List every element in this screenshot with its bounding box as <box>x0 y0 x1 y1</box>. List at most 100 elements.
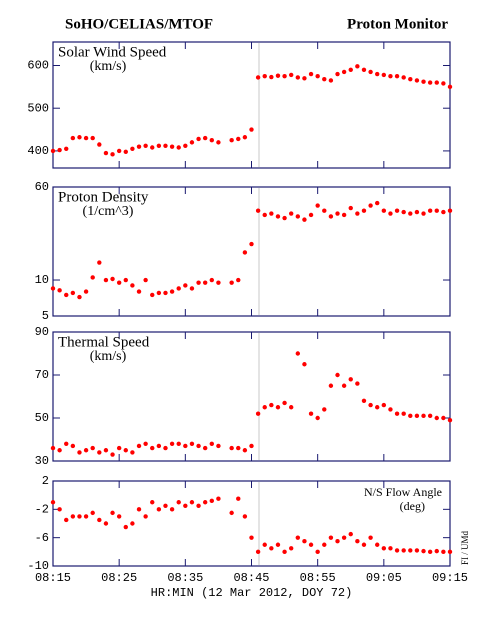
data-point <box>229 445 234 451</box>
data-point <box>269 211 274 216</box>
data-point <box>156 507 162 512</box>
data-point <box>302 362 307 367</box>
x-tick-label: 08:55 <box>300 571 336 585</box>
data-point <box>308 71 314 77</box>
data-point <box>328 535 334 540</box>
data-point <box>209 498 214 504</box>
data-point <box>196 280 201 285</box>
data-point <box>249 443 254 449</box>
data-point <box>302 217 307 222</box>
data-point <box>447 208 453 213</box>
panel-unit: (km/s) <box>90 59 127 74</box>
data-point <box>355 381 360 386</box>
data-point <box>249 535 254 540</box>
data-point <box>269 546 274 551</box>
y-tick-label: 30 <box>35 454 49 468</box>
data-point <box>64 517 69 523</box>
data-point <box>375 405 380 410</box>
y-tick-label: -6 <box>35 531 49 545</box>
data-point <box>229 138 234 143</box>
data-point <box>302 539 307 544</box>
data-point <box>50 500 56 505</box>
data-point <box>116 148 122 154</box>
data-point <box>123 448 128 453</box>
data-point <box>275 542 281 547</box>
header-right: Proton Monitor <box>347 16 448 32</box>
data-point <box>130 521 135 526</box>
data-point <box>83 514 89 519</box>
data-point <box>110 152 115 157</box>
data-point <box>163 503 168 508</box>
data-point <box>183 443 188 449</box>
data-point <box>289 405 294 410</box>
data-point <box>183 143 188 148</box>
y-tick-label: 70 <box>35 368 49 382</box>
data-point <box>361 67 367 72</box>
data-point <box>434 208 439 213</box>
panel-label: Proton Density <box>58 189 149 205</box>
data-point <box>156 143 162 148</box>
data-point <box>196 136 201 142</box>
data-point <box>421 413 426 419</box>
data-point <box>262 73 267 79</box>
data-point <box>183 283 188 288</box>
data-point <box>414 413 420 419</box>
data-point <box>441 81 446 86</box>
data-point <box>189 140 195 145</box>
data-point <box>341 69 347 75</box>
x-tick-label: 08:15 <box>35 571 71 585</box>
data-point <box>255 549 261 555</box>
x-tick-label: 09:15 <box>432 571 468 585</box>
data-point <box>355 211 360 216</box>
data-point <box>394 411 400 416</box>
data-point <box>77 294 82 300</box>
data-point <box>348 205 353 211</box>
data-point <box>116 445 122 451</box>
data-point <box>447 417 453 423</box>
data-point <box>176 500 181 505</box>
data-point <box>414 209 420 215</box>
data-point <box>282 549 287 555</box>
data-point <box>355 64 360 69</box>
data-point <box>130 283 135 288</box>
data-point <box>189 500 195 505</box>
data-point <box>50 148 56 154</box>
data-point <box>361 542 367 547</box>
data-point <box>229 510 234 516</box>
data-point <box>295 214 301 219</box>
data-point <box>414 78 420 83</box>
data-point <box>169 441 175 446</box>
data-point <box>282 215 287 221</box>
y-tick-label: 400 <box>27 144 49 158</box>
data-point <box>90 445 95 451</box>
data-point <box>375 542 380 547</box>
data-point <box>262 542 267 547</box>
data-point <box>236 277 241 283</box>
data-point <box>229 280 234 285</box>
data-point <box>216 280 221 285</box>
data-point <box>156 443 162 449</box>
panel-unit: (deg) <box>400 499 425 513</box>
data-point <box>255 208 261 213</box>
data-point <box>434 548 439 554</box>
data-point <box>341 383 347 388</box>
data-point <box>163 143 168 148</box>
data-point <box>348 377 353 382</box>
data-point <box>275 73 281 78</box>
data-point <box>249 127 254 132</box>
panel-label: N/S Flow Angle <box>364 485 442 499</box>
data-point <box>394 208 400 213</box>
data-point <box>242 514 248 519</box>
data-point <box>103 521 109 526</box>
data-point <box>123 149 128 154</box>
data-point <box>70 135 76 141</box>
data-point <box>308 542 314 547</box>
data-point <box>130 450 135 455</box>
data-point <box>361 398 367 403</box>
data-point <box>388 73 393 79</box>
data-point <box>368 203 373 208</box>
data-point <box>262 212 267 218</box>
data-point <box>136 507 142 512</box>
data-point <box>275 214 281 219</box>
